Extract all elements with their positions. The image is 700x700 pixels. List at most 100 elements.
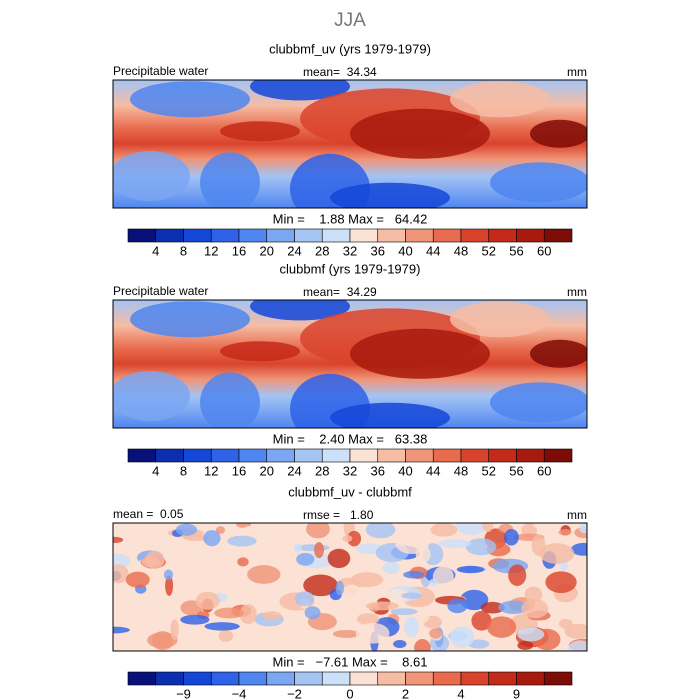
- colorbar-box: [543, 448, 573, 463]
- min-max: Min = 1.88 Max = 64.42: [273, 211, 428, 226]
- field-blob: [356, 613, 380, 626]
- field-blob: [330, 402, 450, 428]
- field-blob: [183, 534, 209, 542]
- field-blob: [263, 625, 281, 635]
- left-label: mean = 0.05: [113, 507, 184, 521]
- field-blob: [294, 591, 315, 607]
- colorbar-label: 16: [232, 463, 246, 478]
- field-blob: [401, 592, 422, 599]
- field-blob: [163, 569, 174, 580]
- colorbar-label: 40: [398, 463, 412, 478]
- field-blob: [429, 628, 443, 639]
- field-blob: [218, 629, 234, 642]
- field-blob: [530, 339, 587, 368]
- colorbar-label: 28: [315, 243, 329, 258]
- colorbar-label: 40: [398, 243, 412, 258]
- field-blob: [125, 571, 150, 588]
- field-blob: [220, 121, 300, 142]
- colorbar-label: 32: [343, 243, 357, 258]
- colorbar-label: 20: [260, 463, 274, 478]
- field-blob: [113, 536, 124, 544]
- colorbar-box: [127, 671, 157, 686]
- field-blob: [293, 543, 303, 553]
- field-blob: [414, 639, 431, 651]
- colorbar-box: [349, 448, 379, 463]
- field-blob: [113, 564, 129, 584]
- field-blob: [533, 523, 567, 531]
- colorbar-label: 4: [152, 463, 159, 478]
- field-blob: [165, 575, 174, 596]
- colorbar-label: 36: [371, 243, 385, 258]
- colorbar-label: 48: [454, 243, 468, 258]
- field-blob: [141, 556, 160, 568]
- field-blob: [558, 528, 572, 536]
- colorbar-box: [183, 228, 212, 243]
- field-blob: [330, 182, 450, 208]
- colorbar-box: [432, 228, 462, 243]
- field-blob: [490, 382, 587, 423]
- field-blob: [450, 81, 550, 118]
- field-blob: [517, 640, 534, 651]
- field-blob: [579, 523, 587, 534]
- field-blob: [335, 580, 345, 596]
- left-label: Precipitable water: [113, 284, 208, 298]
- field-blob: [482, 523, 494, 533]
- field-blob: [350, 108, 490, 159]
- field-blob: [200, 152, 260, 208]
- colorbar-box: [516, 228, 545, 243]
- field-blob: [237, 557, 249, 567]
- colorbar-box: [460, 671, 490, 686]
- field-blob: [250, 80, 350, 101]
- colorbar-box: [377, 228, 406, 243]
- field-blob: [517, 627, 545, 642]
- field-blob: [384, 588, 411, 604]
- colorbar-box: [349, 228, 379, 243]
- colorbar-label: 32: [343, 463, 357, 478]
- colorbar-label: 56: [509, 243, 523, 258]
- field-blob: [570, 542, 587, 556]
- map-field: [113, 300, 587, 428]
- field-blob: [486, 616, 517, 638]
- colorbar-box: [294, 448, 323, 463]
- field-blob: [539, 543, 575, 564]
- colorbar-label: 9: [513, 686, 520, 700]
- colorbar-box: [183, 671, 212, 686]
- colorbar-label: −2: [287, 686, 302, 700]
- colorbar-box: [377, 448, 406, 463]
- colorbar-box: [155, 671, 184, 686]
- min-max: Min = 2.40 Max = 63.38: [273, 431, 428, 446]
- colorbar-box: [377, 671, 406, 686]
- field-blob: [365, 601, 399, 611]
- field-blob: [151, 631, 174, 651]
- panel-title: clubbmf (yrs 1979-1979): [280, 261, 421, 276]
- field-blob: [432, 566, 454, 588]
- center-label: rmse = 1.80: [303, 508, 374, 522]
- colorbar-label: 20: [260, 243, 274, 258]
- colorbar-box: [183, 448, 212, 463]
- panel-title: clubbmf_uv - clubbmf: [288, 484, 412, 499]
- field-blob: [306, 523, 330, 539]
- colorbar-label: 8: [180, 243, 187, 258]
- field-blob: [261, 611, 282, 621]
- field-blob: [175, 523, 198, 536]
- colorbar-label: 36: [371, 463, 385, 478]
- field-blob: [480, 601, 505, 614]
- field-blob: [200, 372, 260, 428]
- field-blob: [247, 565, 281, 584]
- field-blob: [184, 639, 218, 651]
- season-title: JJA: [334, 10, 366, 31]
- colorbar-box: [155, 228, 184, 243]
- field-blob: [455, 523, 487, 536]
- field-blob: [521, 598, 549, 619]
- field-blob: [350, 328, 490, 379]
- colorbar-box: [321, 448, 351, 463]
- colorbar-box: [460, 228, 490, 243]
- field-blob: [239, 604, 257, 625]
- field-blob: [403, 570, 425, 579]
- colorbar-box: [405, 448, 434, 463]
- map-frame: [112, 79, 588, 209]
- left-label: Precipitable water: [113, 64, 208, 78]
- field-blob: [332, 630, 360, 638]
- field-blob: [170, 619, 179, 640]
- map-field: [113, 80, 587, 208]
